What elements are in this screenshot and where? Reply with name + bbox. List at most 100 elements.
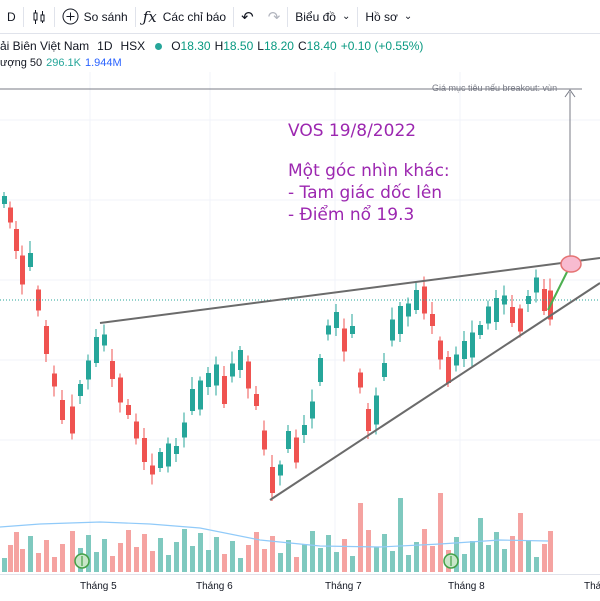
top-toolbar: D So sánh ƒx Các chỉ báo ↶ ↷ Biểu đồ ⌄ Hồ… — [0, 0, 600, 34]
volume-bar — [238, 558, 243, 572]
volume-bar — [52, 557, 57, 572]
open-value: 18.30 — [180, 39, 211, 53]
close-value: 18.40 — [306, 39, 337, 53]
candle — [166, 443, 171, 467]
compare-label: So sánh — [83, 9, 128, 24]
candle — [158, 452, 163, 468]
undo-button[interactable]: ↶ — [234, 0, 261, 33]
volume-bar — [462, 554, 467, 572]
candle — [382, 363, 387, 377]
candle — [102, 334, 107, 346]
candle — [94, 337, 99, 363]
time-label: Tháng — [584, 581, 600, 592]
candle — [430, 314, 435, 326]
volume-bar — [382, 534, 387, 572]
open-label: O — [171, 39, 181, 53]
layout-button[interactable]: Biểu đồ ⌄ — [288, 0, 357, 33]
high-label: H — [214, 39, 224, 53]
candle — [254, 394, 259, 406]
volume-bar — [182, 529, 187, 572]
annotation-line: - Tam giác dốc lên — [288, 183, 443, 203]
toolbar-divider — [357, 6, 359, 27]
event-marker[interactable] — [74, 553, 90, 569]
interval-button[interactable]: D — [0, 0, 23, 33]
profile-button[interactable]: Hồ sơ ⌄ — [358, 0, 419, 33]
volume-bar — [494, 532, 499, 572]
candle — [36, 289, 41, 311]
candle — [70, 406, 75, 434]
volume-bar — [150, 551, 155, 572]
volume-bar — [310, 531, 315, 572]
volume-bar — [158, 538, 163, 572]
annotation-text[interactable]: VOS 19/8/2022 Một góc nhìn khác: - Tam g… — [288, 120, 450, 226]
volume-bar — [334, 552, 339, 572]
candle — [198, 380, 203, 410]
time-label: Tháng 7 — [325, 581, 362, 592]
candle — [542, 289, 547, 311]
volume-bar — [270, 536, 275, 572]
breakout-arrow — [547, 269, 569, 311]
triangle-support-line — [269, 282, 600, 501]
close-label: C — [297, 39, 307, 53]
time-label: Tháng 5 — [80, 581, 117, 592]
time-label: Tháng 8 — [448, 581, 485, 592]
volume-bar — [342, 539, 347, 572]
volume-bar — [518, 513, 523, 572]
candle — [302, 425, 307, 435]
plus-circle-icon — [62, 8, 79, 25]
time-label: Tháng 6 — [196, 581, 233, 592]
volume-label[interactable]: ượng 50 — [0, 57, 43, 69]
volume-bar — [134, 547, 139, 572]
redo-button[interactable]: ↷ — [261, 0, 288, 33]
volume-bar — [8, 545, 13, 572]
candle — [446, 357, 451, 383]
volume-bar — [510, 536, 515, 572]
volume-bar — [254, 532, 259, 572]
chart-type-button[interactable] — [24, 0, 54, 33]
candle — [478, 325, 483, 335]
low-value: 18.20 — [263, 39, 294, 53]
candle — [28, 253, 33, 267]
candle — [390, 319, 395, 341]
indicators-button[interactable]: ƒx Các chỉ báo — [136, 0, 233, 33]
candle — [406, 303, 411, 317]
volume-bar — [454, 537, 459, 572]
volume-bar — [390, 551, 395, 572]
candle — [214, 364, 219, 386]
volume-bar — [110, 556, 115, 572]
candle — [326, 325, 331, 335]
candle — [366, 409, 371, 431]
volume-bar — [190, 546, 195, 572]
annotation-title: VOS 19/8/2022 — [288, 121, 417, 141]
volume-bar — [366, 530, 371, 572]
volume-bar — [350, 556, 355, 572]
candle — [334, 312, 339, 328]
volume-bar — [198, 533, 203, 572]
symbol-name[interactable]: ải Biên Việt Nam — [0, 39, 90, 53]
candle — [438, 340, 443, 360]
redo-icon: ↷ — [267, 8, 281, 26]
candle — [374, 395, 379, 425]
volume-bar — [206, 550, 211, 572]
breakout-point-marker — [560, 255, 582, 273]
toolbar-divider — [53, 6, 55, 27]
volume-bar — [214, 537, 219, 572]
volume-bars — [2, 493, 553, 572]
price-chart[interactable] — [0, 72, 600, 574]
undo-icon: ↶ — [241, 8, 254, 26]
indicators-label: Các chỉ báo — [162, 9, 227, 24]
event-marker[interactable] — [443, 553, 459, 569]
volume-bar — [20, 549, 25, 572]
compare-button[interactable]: So sánh — [55, 0, 135, 33]
candle — [350, 326, 355, 334]
candle — [534, 277, 539, 293]
candle — [44, 326, 49, 354]
candle — [78, 384, 83, 396]
volume-bar — [142, 534, 147, 572]
exchange: HSX — [120, 39, 146, 53]
time-axis[interactable]: Tháng 5 Tháng 6 Tháng 7 Tháng 8 Tháng — [0, 574, 600, 601]
candle — [462, 341, 467, 359]
candle — [206, 373, 211, 387]
volume-bar — [86, 535, 91, 572]
